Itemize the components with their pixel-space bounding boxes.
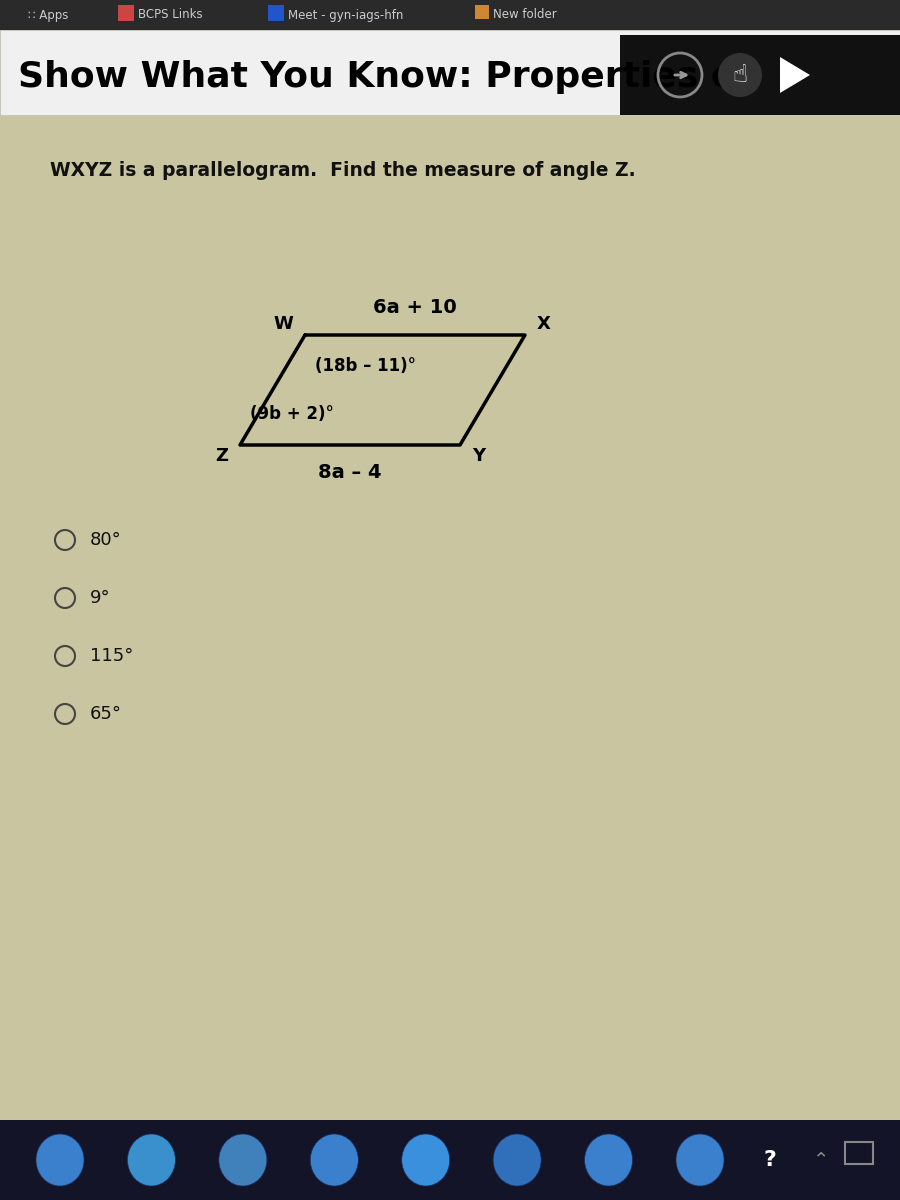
Ellipse shape xyxy=(493,1134,541,1186)
Text: X: X xyxy=(537,314,551,332)
Text: 8a – 4: 8a – 4 xyxy=(319,463,382,482)
Ellipse shape xyxy=(219,1134,267,1186)
Bar xyxy=(0,115,900,1120)
Ellipse shape xyxy=(676,1134,724,1186)
Text: Show What You Know: Properties of: Show What You Know: Properties of xyxy=(18,60,752,95)
Text: 65°: 65° xyxy=(90,704,122,722)
Text: W: W xyxy=(273,314,293,332)
Bar xyxy=(475,5,489,19)
Text: 115°: 115° xyxy=(90,647,133,665)
Text: New folder: New folder xyxy=(493,8,557,22)
Text: Meet - gyn-iags-hfn: Meet - gyn-iags-hfn xyxy=(288,8,403,22)
Text: ∷ Apps: ∷ Apps xyxy=(28,8,68,22)
Bar xyxy=(0,0,900,30)
Text: 80°: 80° xyxy=(90,530,122,550)
Circle shape xyxy=(718,53,762,97)
Text: 9°: 9° xyxy=(90,589,111,607)
Ellipse shape xyxy=(585,1134,633,1186)
Polygon shape xyxy=(780,56,810,92)
Text: Y: Y xyxy=(472,446,485,464)
Ellipse shape xyxy=(401,1134,450,1186)
Ellipse shape xyxy=(36,1134,84,1186)
Text: ⌃: ⌃ xyxy=(812,1151,828,1170)
Text: 6a + 10: 6a + 10 xyxy=(374,298,457,317)
Text: (18b – 11)°: (18b – 11)° xyxy=(315,358,416,374)
Text: ☝: ☝ xyxy=(733,62,748,86)
Text: ?: ? xyxy=(763,1150,777,1170)
Bar xyxy=(845,1142,873,1164)
Bar xyxy=(0,1120,900,1200)
Text: BCPS Links: BCPS Links xyxy=(138,8,202,22)
Text: (9b + 2)°: (9b + 2)° xyxy=(250,404,334,422)
Bar xyxy=(118,5,134,20)
Text: Z: Z xyxy=(215,446,228,464)
Ellipse shape xyxy=(310,1134,358,1186)
Text: WXYZ is a parallelogram.  Find the measure of angle Z.: WXYZ is a parallelogram. Find the measur… xyxy=(50,161,635,180)
Bar xyxy=(268,5,284,20)
Bar xyxy=(620,35,900,115)
Ellipse shape xyxy=(128,1134,176,1186)
Bar xyxy=(0,30,900,115)
